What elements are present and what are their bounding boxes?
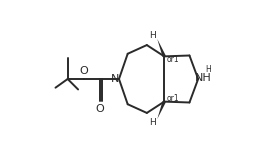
Text: H: H [205, 65, 211, 74]
Text: or1: or1 [167, 94, 179, 103]
Text: NH: NH [195, 73, 212, 83]
Text: H: H [150, 31, 156, 40]
Text: O: O [95, 104, 104, 114]
Polygon shape [157, 39, 166, 57]
Polygon shape [157, 101, 166, 119]
Text: H: H [150, 118, 156, 127]
Text: O: O [80, 66, 89, 76]
Text: N: N [111, 74, 119, 84]
Text: or1: or1 [167, 55, 179, 64]
